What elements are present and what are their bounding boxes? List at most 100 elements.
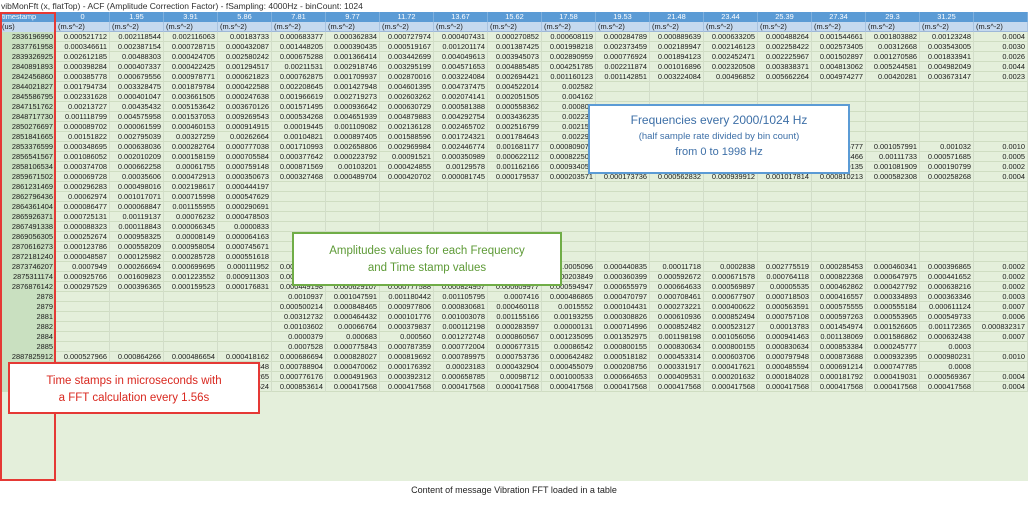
amplitude-cell[interactable]: 0.000440835 xyxy=(596,262,650,272)
amplitude-cell[interactable]: 0.005153642 xyxy=(164,102,218,112)
amplitude-cell[interactable]: 0.001537053 xyxy=(164,112,218,122)
amplitude-cell[interactable]: 0.000534268 xyxy=(272,112,326,122)
timestamp-cell[interactable]: 2872181240 xyxy=(0,252,56,262)
timestamp-cell[interactable]: 2885 xyxy=(0,342,56,352)
amplitude-cell[interactable] xyxy=(434,182,488,192)
amplitude-cell[interactable]: 0.000727974 xyxy=(380,32,434,42)
amplitude-cell[interactable]: 0.001502897 xyxy=(812,52,866,62)
amplitude-cell[interactable]: 0.000417568 xyxy=(488,382,542,392)
amplitude-cell[interactable] xyxy=(596,222,650,232)
amplitude-cell[interactable] xyxy=(110,312,164,322)
amplitude-cell[interactable]: 0.000853614 xyxy=(272,382,326,392)
amplitude-cell[interactable]: 0.000424705 xyxy=(164,52,218,62)
amplitude-cell[interactable]: 0.000432087 xyxy=(218,42,272,52)
amplitude-cell[interactable]: 0.0000833 xyxy=(218,222,272,232)
unit-cell[interactable]: (m.s^-2) xyxy=(110,22,164,32)
amplitude-cell[interactable]: 0.000176831 xyxy=(218,282,272,292)
amplitude-cell[interactable]: 0.003295199 xyxy=(380,62,434,72)
amplitude-cell[interactable]: 0.000416557 xyxy=(812,292,866,302)
amplitude-cell[interactable]: 0.000379837 xyxy=(380,322,434,332)
amplitude-cell[interactable]: 0.00151822 xyxy=(56,132,110,142)
amplitude-cell[interactable] xyxy=(920,102,974,112)
amplitude-cell[interactable] xyxy=(164,342,218,352)
amplitude-cell[interactable] xyxy=(812,182,866,192)
amplitude-cell[interactable]: 0.000061599 xyxy=(110,122,164,132)
amplitude-cell[interactable] xyxy=(866,92,920,102)
unit-cell[interactable]: (m.s^-2) xyxy=(866,22,920,32)
amplitude-cell[interactable]: 0.000417568 xyxy=(704,382,758,392)
amplitude-cell[interactable]: 0.000159523 xyxy=(164,282,218,292)
amplitude-cell[interactable] xyxy=(380,222,434,232)
amplitude-cell[interactable]: 0.000852494 xyxy=(704,312,758,322)
amplitude-cell[interactable]: 0.002331628 xyxy=(56,92,110,102)
amplitude-cell[interactable]: 0.001016896 xyxy=(650,62,704,72)
amplitude-cell[interactable]: 0.000977806 xyxy=(380,302,434,312)
amplitude-cell[interactable] xyxy=(920,212,974,222)
amplitude-cell[interactable] xyxy=(866,122,920,132)
amplitude-cell[interactable] xyxy=(326,222,380,232)
amplitude-cell[interactable] xyxy=(812,242,866,252)
amplitude-cell[interactable]: 0.001294517 xyxy=(218,62,272,72)
amplitude-cell[interactable]: 0.000284789 xyxy=(596,32,650,42)
amplitude-cell[interactable] xyxy=(434,212,488,222)
amplitude-cell[interactable] xyxy=(164,322,218,332)
amplitude-cell[interactable]: 0.000396865 xyxy=(920,262,974,272)
amplitude-cell[interactable] xyxy=(596,82,650,92)
amplitude-cell[interactable]: 0.000889639 xyxy=(650,32,704,42)
amplitude-cell[interactable]: 0.000828027 xyxy=(326,352,380,362)
amplitude-cell[interactable] xyxy=(704,192,758,202)
amplitude-cell[interactable]: 0.000611124 xyxy=(920,302,974,312)
amplitude-cell[interactable] xyxy=(974,82,1028,92)
amplitude-cell[interactable]: 0.002516799 xyxy=(488,122,542,132)
amplitude-cell[interactable]: 0.003838371 xyxy=(758,62,812,72)
amplitude-cell[interactable]: 0.000608119 xyxy=(542,32,596,42)
amplitude-cell[interactable]: 0.003224084 xyxy=(434,72,488,82)
amplitude-cell[interactable]: 0.000181792 xyxy=(812,372,866,382)
amplitude-cell[interactable]: 0.003670126 xyxy=(218,102,272,112)
amplitude-cell[interactable]: 0.000417568 xyxy=(542,382,596,392)
amplitude-cell[interactable]: 0.000571685 xyxy=(920,152,974,162)
amplitude-cell[interactable]: 0.000296283 xyxy=(56,182,110,192)
amplitude-cell[interactable]: 0.003442699 xyxy=(380,52,434,62)
amplitude-cell[interactable]: 0.000101776 xyxy=(380,312,434,322)
amplitude-cell[interactable]: 0.0007416 xyxy=(488,292,542,302)
amplitude-cell[interactable]: 0.000176392 xyxy=(380,362,434,372)
amplitude-cell[interactable]: 0.0004 xyxy=(974,32,1028,42)
amplitude-cell[interactable]: 0.00008149 xyxy=(164,232,218,242)
amplitude-cell[interactable]: 0.004974277 xyxy=(812,72,866,82)
amplitude-cell[interactable]: 0.000417568 xyxy=(758,382,812,392)
amplitude-cell[interactable] xyxy=(812,202,866,212)
amplitude-cell[interactable]: 0.000104431 xyxy=(596,302,650,312)
amplitude-cell[interactable]: 0.001017814 xyxy=(758,172,812,182)
amplitude-cell[interactable]: 0.00111733 xyxy=(866,152,920,162)
amplitude-cell[interactable] xyxy=(272,192,326,202)
amplitude-cell[interactable]: 0.000118843 xyxy=(110,222,164,232)
amplitude-cell[interactable]: 0.000728715 xyxy=(164,42,218,52)
amplitude-cell[interactable] xyxy=(758,202,812,212)
amplitude-cell[interactable]: 0.000498016 xyxy=(110,182,164,192)
amplitude-cell[interactable]: 0.004885485 xyxy=(488,62,542,72)
amplitude-cell[interactable]: 0.000581388 xyxy=(434,102,488,112)
amplitude-cell[interactable] xyxy=(812,222,866,232)
amplitude-cell[interactable]: 0.000775843 xyxy=(326,342,380,352)
amplitude-cell[interactable]: 0.000363346 xyxy=(920,292,974,302)
timestamp-cell[interactable]: 2844021827 xyxy=(0,82,56,92)
amplitude-cell[interactable] xyxy=(542,232,596,242)
amplitude-cell[interactable]: 0.000714996 xyxy=(596,322,650,332)
amplitude-cell[interactable] xyxy=(812,122,866,132)
frequency-header-cell[interactable]: 11.72 xyxy=(380,12,434,22)
amplitude-cell[interactable]: 0.000392312 xyxy=(380,372,434,382)
amplitude-cell[interactable]: 0.00312732 xyxy=(272,312,326,322)
amplitude-cell[interactable]: 0.0026 xyxy=(974,52,1028,62)
amplitude-cell[interactable] xyxy=(704,202,758,212)
amplitude-cell[interactable]: 0.0010 xyxy=(974,352,1028,362)
amplitude-cell[interactable]: 0.00098712 xyxy=(488,372,542,382)
amplitude-cell[interactable]: 0.002870016 xyxy=(380,72,434,82)
amplitude-cell[interactable]: 0.000417568 xyxy=(326,382,380,392)
amplitude-cell[interactable]: 0.000655979 xyxy=(596,282,650,292)
amplitude-cell[interactable] xyxy=(650,252,704,262)
amplitude-cell[interactable]: 0.000873688 xyxy=(812,352,866,362)
amplitude-cell[interactable]: 0.00123248 xyxy=(920,32,974,42)
amplitude-cell[interactable]: 0.000762875 xyxy=(272,72,326,82)
amplitude-cell[interactable]: 0.002694421 xyxy=(488,72,542,82)
